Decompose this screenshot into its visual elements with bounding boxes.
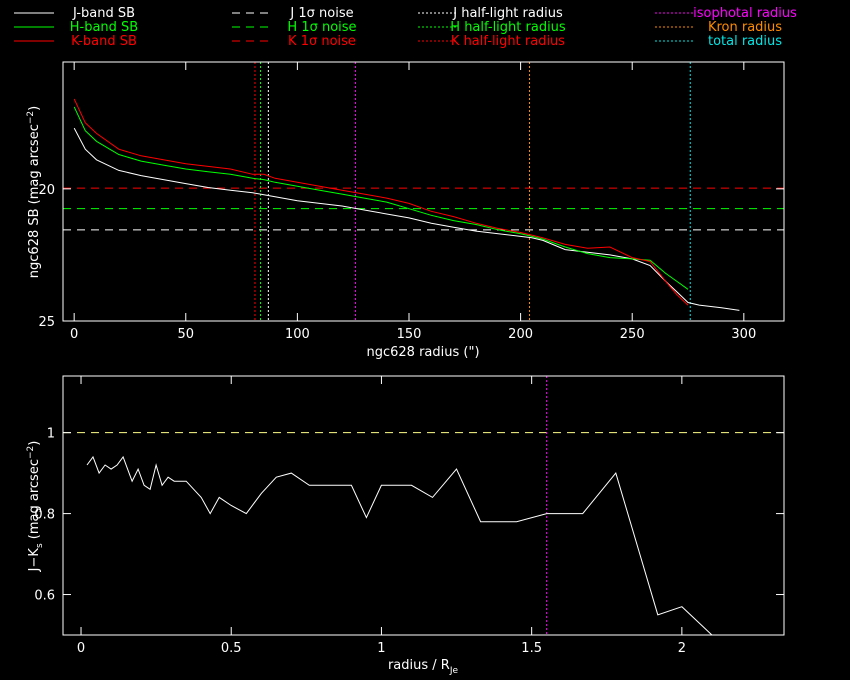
sb-profile-panel: 0 50 100 150 200 250 300 20 25 ngc628 radius (")… — [26, 61, 785, 360]
color-x-axis-label: radius / RJe — [388, 658, 459, 676]
legend-label: J 1σ noise — [289, 6, 353, 21]
legend-label: J half-light radius — [452, 6, 563, 21]
x-tick-label: 50 — [177, 327, 194, 342]
x-tick-label: 300 — [731, 327, 756, 342]
color-refs — [63, 376, 784, 635]
color-ticks: 0 0.5 1 1.5 2 0.6 0.8 1 — [34, 376, 784, 656]
legend-label: isophotal radius — [693, 6, 797, 21]
sb-axes-frame — [62, 61, 785, 322]
color-y-axis-label: J−Ks (mag arcsec−2) — [26, 441, 45, 573]
x-tick-label: 1 — [377, 641, 385, 656]
x-tick-label: 0.5 — [221, 641, 242, 656]
legend-label: K 1σ noise — [288, 34, 356, 49]
sb-y-axis-label: ngc628 SB (mag arcsec−2) — [26, 106, 42, 278]
sb-refs — [63, 62, 784, 321]
y-tick-label: 1 — [47, 427, 55, 442]
legend-label: J-band SB — [72, 6, 135, 21]
legend-label: H-band SB — [70, 20, 138, 35]
series-line — [86, 455, 713, 636]
y-tick-label: 20 — [38, 183, 55, 198]
series-line — [73, 106, 689, 290]
x-tick-label: 200 — [508, 327, 533, 342]
legend-label: K half-light radius — [451, 34, 565, 49]
legend-label: total radius — [708, 34, 782, 49]
x-tick-label: 100 — [285, 327, 310, 342]
color-axes-frame — [62, 375, 785, 636]
legend-label: Kron radius — [708, 20, 782, 35]
legend-label: K-band SB — [71, 34, 137, 49]
y-tick-label: 25 — [38, 315, 55, 330]
x-tick-label: 150 — [397, 327, 422, 342]
color-profile-panel: 0 0.5 1 1.5 2 0.6 0.8 1 radius / RJe J−Ks (mag … — [26, 375, 785, 676]
x-tick-label: 0 — [70, 327, 78, 342]
x-tick-label: 0 — [77, 641, 85, 656]
y-tick-label: 0.8 — [34, 508, 55, 523]
series-line — [73, 98, 689, 306]
legend-label: H half-light radius — [450, 20, 566, 35]
legend-label: H 1σ noise — [287, 20, 356, 35]
sb-series — [73, 98, 740, 311]
sb-ticks: 0 50 100 150 200 250 300 20 25 — [38, 62, 784, 342]
sb-x-axis-label: ngc628 radius (") — [366, 345, 479, 360]
series-line — [73, 127, 740, 311]
x-tick-label: 1.5 — [521, 641, 542, 656]
y-tick-label: 0.6 — [34, 589, 55, 604]
x-tick-label: 250 — [620, 327, 645, 342]
color-series — [86, 455, 713, 636]
x-tick-label: 2 — [678, 641, 686, 656]
